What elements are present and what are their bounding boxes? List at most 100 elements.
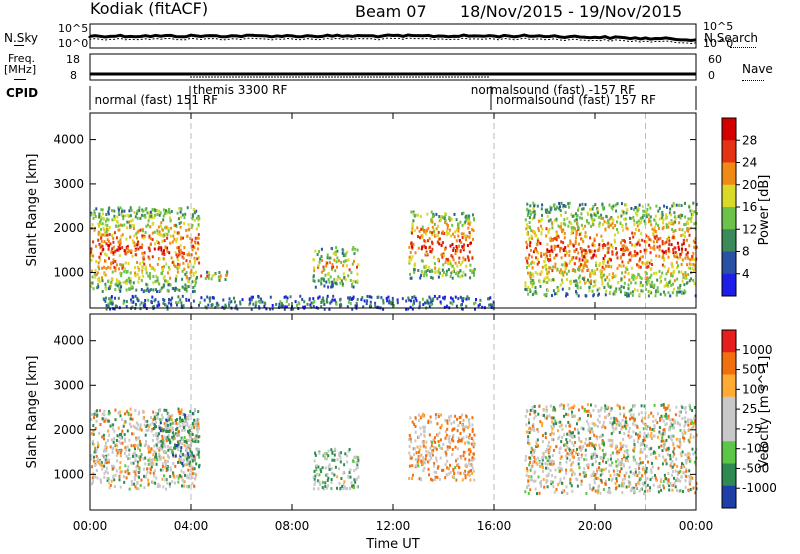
data-cell <box>585 235 588 239</box>
data-cell <box>408 260 411 263</box>
data-cell <box>621 418 624 422</box>
data-cell <box>679 479 682 483</box>
data-cell <box>330 256 333 260</box>
data-cell <box>169 283 172 287</box>
data-cell <box>643 209 646 213</box>
data-cell <box>682 291 685 295</box>
data-cell <box>543 293 546 297</box>
data-cell <box>326 256 329 260</box>
data-cell <box>165 430 168 434</box>
data-cell <box>432 228 435 232</box>
data-cell <box>457 436 460 440</box>
data-cell <box>170 226 173 230</box>
data-cell <box>90 247 93 251</box>
data-cell <box>630 254 633 258</box>
data-cell <box>536 204 539 208</box>
data-cell <box>658 445 661 449</box>
data-cell <box>344 452 347 456</box>
data-cell <box>339 460 342 464</box>
data-cell <box>142 229 144 233</box>
data-cell <box>673 236 676 240</box>
data-cell <box>418 477 421 481</box>
data-cell <box>662 428 665 432</box>
data-cell <box>130 300 133 304</box>
data-cell <box>621 209 624 213</box>
data-cell <box>641 461 644 465</box>
data-cell <box>566 278 569 281</box>
data-cell <box>553 236 556 240</box>
data-cell <box>414 439 417 443</box>
data-cell <box>459 295 462 299</box>
data-cell <box>185 285 188 289</box>
data-cell <box>351 284 354 288</box>
data-cell <box>678 414 681 418</box>
data-cell <box>551 427 554 431</box>
data-cell <box>464 234 466 238</box>
data-cell <box>166 430 169 433</box>
data-cell <box>530 229 533 232</box>
data-cell <box>650 258 653 262</box>
data-cell <box>575 290 577 294</box>
data-cell <box>146 423 149 427</box>
data-cell <box>161 477 164 481</box>
data-cell <box>168 208 170 212</box>
data-cell <box>183 267 186 271</box>
data-cell <box>124 412 126 416</box>
data-cell <box>692 269 695 273</box>
data-cell <box>97 265 100 269</box>
data-cell <box>543 485 546 489</box>
data-cell <box>623 275 626 279</box>
data-cell <box>112 258 115 262</box>
data-cell <box>648 261 651 265</box>
data-cell <box>332 252 335 256</box>
data-cell <box>550 482 553 486</box>
data-cell <box>105 307 108 311</box>
data-cell <box>533 248 536 252</box>
data-cell <box>657 466 660 470</box>
data-cell <box>611 276 614 279</box>
data-cell <box>582 427 585 431</box>
data-cell <box>602 260 604 264</box>
data-cell <box>113 214 116 218</box>
data-cell <box>197 452 200 456</box>
data-cell <box>621 245 624 249</box>
data-cell <box>125 251 128 255</box>
data-cell <box>607 458 610 462</box>
data-cell <box>552 461 555 465</box>
data-cell <box>591 269 594 273</box>
data-cell <box>583 407 586 411</box>
data-cell <box>687 429 690 432</box>
data-cell <box>356 248 359 252</box>
data-cell <box>559 283 562 287</box>
data-cell <box>252 302 255 306</box>
data-cell <box>96 413 99 417</box>
data-cell <box>125 282 128 285</box>
data-cell <box>136 482 139 485</box>
data-cell <box>461 274 464 278</box>
data-cell <box>632 416 635 420</box>
data-cell <box>193 246 196 249</box>
data-cell <box>581 258 584 262</box>
data-cell <box>178 231 180 235</box>
data-cell <box>111 247 114 251</box>
data-cell <box>583 276 586 280</box>
data-cell <box>473 457 476 461</box>
data-cell <box>529 248 532 252</box>
data-cell <box>635 432 637 436</box>
data-cell <box>655 271 658 275</box>
data-cell <box>289 295 292 299</box>
data-cell <box>134 473 137 477</box>
data-cell <box>661 449 664 452</box>
data-cell <box>625 444 628 448</box>
data-cell <box>419 236 421 240</box>
data-cell <box>588 208 591 211</box>
data-cell <box>670 434 673 438</box>
data-cell <box>181 437 184 441</box>
data-cell <box>458 439 461 443</box>
data-cell <box>575 212 577 216</box>
data-cell <box>583 248 586 252</box>
data-cell <box>321 486 324 489</box>
data-cell <box>581 254 584 258</box>
data-cell <box>152 221 155 225</box>
data-cell <box>144 456 147 460</box>
